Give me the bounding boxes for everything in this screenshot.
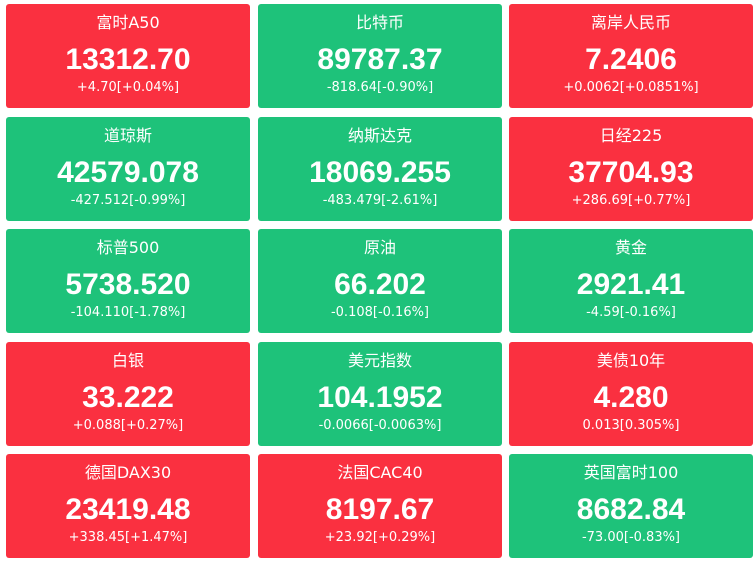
tile-change: -818.64[-0.90%] (326, 80, 434, 95)
tile-name: 纳斯达克 (347, 126, 412, 145)
tile-change: -73.00[-0.83%] (581, 530, 681, 545)
tile-name: 日经225 (599, 126, 663, 145)
tile-price: 8682.84 (576, 493, 686, 526)
tile-change: +286.69[+0.77%] (571, 193, 691, 208)
tile-name: 道琼斯 (103, 126, 152, 145)
market-tile[interactable]: 美元指数 104.1952 -0.0066[-0.0063%] (258, 342, 502, 446)
tile-name: 离岸人民币 (590, 13, 671, 32)
market-tile[interactable]: 白银 33.222 +0.088[+0.27%] (6, 342, 250, 446)
market-tile[interactable]: 离岸人民币 7.2406 +0.0062[+0.0851%] (509, 4, 753, 108)
tile-name: 英国富时100 (583, 463, 679, 482)
tile-name: 黄金 (614, 238, 647, 257)
market-tile[interactable]: 日经225 37704.93 +286.69[+0.77%] (509, 117, 753, 221)
tile-price: 13312.70 (65, 43, 191, 76)
tile-name: 法国CAC40 (337, 463, 423, 482)
tile-price: 42579.078 (57, 156, 199, 189)
tile-price: 23419.48 (65, 493, 191, 526)
tile-name: 标普500 (96, 238, 160, 257)
tile-change: +23.92[+0.29%] (324, 530, 436, 545)
tile-price: 33.222 (82, 381, 174, 414)
tile-name: 美债10年 (596, 351, 666, 370)
market-tile[interactable]: 美债10年 4.280 0.013[0.305%] (509, 342, 753, 446)
tile-price: 5738.520 (65, 268, 191, 301)
market-tile[interactable]: 比特币 89787.37 -818.64[-0.90%] (258, 4, 502, 108)
tile-change: -427.512[-0.99%] (70, 193, 186, 208)
tile-price: 7.2406 (585, 43, 677, 76)
tile-change: -0.108[-0.16%] (330, 305, 430, 320)
tile-price: 4.280 (593, 381, 669, 414)
market-tile[interactable]: 法国CAC40 8197.67 +23.92[+0.29%] (258, 454, 502, 558)
tile-change: +338.45[+1.47%] (68, 530, 188, 545)
tile-price: 66.202 (334, 268, 426, 301)
tile-price: 104.1952 (317, 381, 443, 414)
tile-name: 德国DAX30 (84, 463, 172, 482)
tile-name: 美元指数 (347, 351, 412, 370)
market-tile[interactable]: 标普500 5738.520 -104.110[-1.78%] (6, 229, 250, 333)
tile-price: 37704.93 (568, 156, 694, 189)
tile-change: 0.013[0.305%] (582, 418, 680, 433)
tile-price: 18069.255 (309, 156, 451, 189)
tile-name: 富时A50 (96, 13, 160, 32)
market-tile[interactable]: 纳斯达克 18069.255 -483.479[-2.61%] (258, 117, 502, 221)
market-tile[interactable]: 德国DAX30 23419.48 +338.45[+1.47%] (6, 454, 250, 558)
tile-change: +0.088[+0.27%] (72, 418, 184, 433)
market-tile[interactable]: 富时A50 13312.70 +4.70[+0.04%] (6, 4, 250, 108)
tile-change: +0.0062[+0.0851%] (563, 80, 699, 95)
market-tile[interactable]: 英国富时100 8682.84 -73.00[-0.83%] (509, 454, 753, 558)
tile-price: 89787.37 (317, 43, 443, 76)
tile-change: +4.70[+0.04%] (76, 80, 180, 95)
tile-change: -483.479[-2.61%] (322, 193, 438, 208)
tile-change: -0.0066[-0.0063%] (318, 418, 442, 433)
tile-name: 白银 (111, 351, 144, 370)
market-tile[interactable]: 原油 66.202 -0.108[-0.16%] (258, 229, 502, 333)
tile-name: 原油 (363, 238, 396, 257)
tile-change: -4.59[-0.16%] (586, 305, 676, 320)
tile-name: 比特币 (355, 13, 404, 32)
market-tile[interactable]: 黄金 2921.41 -4.59[-0.16%] (509, 229, 753, 333)
tile-price: 2921.41 (576, 268, 686, 301)
tile-change: -104.110[-1.78%] (70, 305, 186, 320)
market-tile[interactable]: 道琼斯 42579.078 -427.512[-0.99%] (6, 117, 250, 221)
tile-price: 8197.67 (325, 493, 435, 526)
